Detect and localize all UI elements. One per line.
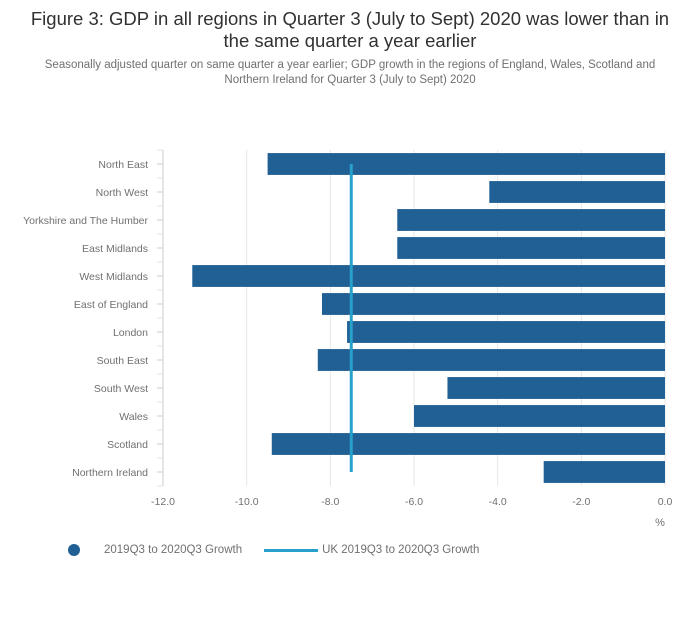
y-tick-label: East of England [74, 299, 148, 311]
y-tick-label: London [113, 327, 148, 339]
legend-line-swatch [264, 548, 319, 552]
bar-scotland [271, 433, 665, 455]
bar-north-east [267, 153, 665, 175]
y-tick-label: Yorkshire and The Humber [23, 215, 148, 227]
x-tick-label: -12.0 [151, 496, 175, 508]
y-tick-label: North East [98, 159, 148, 171]
y-tick-label: East Midlands [82, 243, 148, 255]
bar-wales [414, 405, 665, 427]
legend-line-label: UK 2019Q3 to 2020Q3 Growth [322, 544, 480, 556]
bars [192, 153, 666, 483]
bar-east-of-england [321, 293, 665, 315]
y-tick-label: Wales [119, 411, 148, 423]
y-tick-label: South East [97, 355, 148, 367]
x-tick-label: 0.0 [658, 496, 673, 508]
bar-south-west [447, 377, 665, 399]
y-tick-label: South West [94, 383, 148, 395]
y-axis: North East North West Yorkshire and The Hu… [23, 149, 164, 487]
bar-yorkshire-and-the-humber [397, 209, 665, 231]
y-tick-label: North West [96, 187, 148, 199]
grid-lines [246, 150, 666, 486]
legend-bar-label: 2019Q3 to 2020Q3 Growth [104, 544, 243, 556]
bar-east-midlands [397, 237, 665, 259]
chart-subtitle: Seasonally adjusted quarter on same quar… [44, 59, 656, 86]
legend-bar-swatch [68, 544, 80, 556]
x-axis: -12.0 -10.0 -8.0 -6.0 -4.0 -2.0 0.0% [151, 496, 672, 529]
y-tick-label: Scotland [107, 439, 148, 451]
bar-northern-ireland [543, 461, 665, 483]
y-tick-label: Northern Ireland [72, 467, 148, 479]
x-axis-unit: % [655, 517, 665, 529]
bar-north-west [489, 181, 665, 203]
y-tick-label: West Midlands [79, 271, 148, 283]
bar-south-east [317, 349, 665, 371]
x-tick-label: -4.0 [489, 496, 507, 508]
x-tick-label: -6.0 [405, 496, 423, 508]
bar-london [347, 321, 665, 343]
x-tick-label: -10.0 [235, 496, 259, 508]
x-tick-label: -2.0 [572, 496, 590, 508]
legend: 2019Q3 to 2020Q3 Growth UK 2019Q3 to 202… [60, 541, 479, 559]
bar-west-midlands [192, 265, 666, 287]
chart-title: Figure 3: GDP in all regions in Quarter … [30, 8, 670, 51]
x-tick-label: -8.0 [321, 496, 339, 508]
